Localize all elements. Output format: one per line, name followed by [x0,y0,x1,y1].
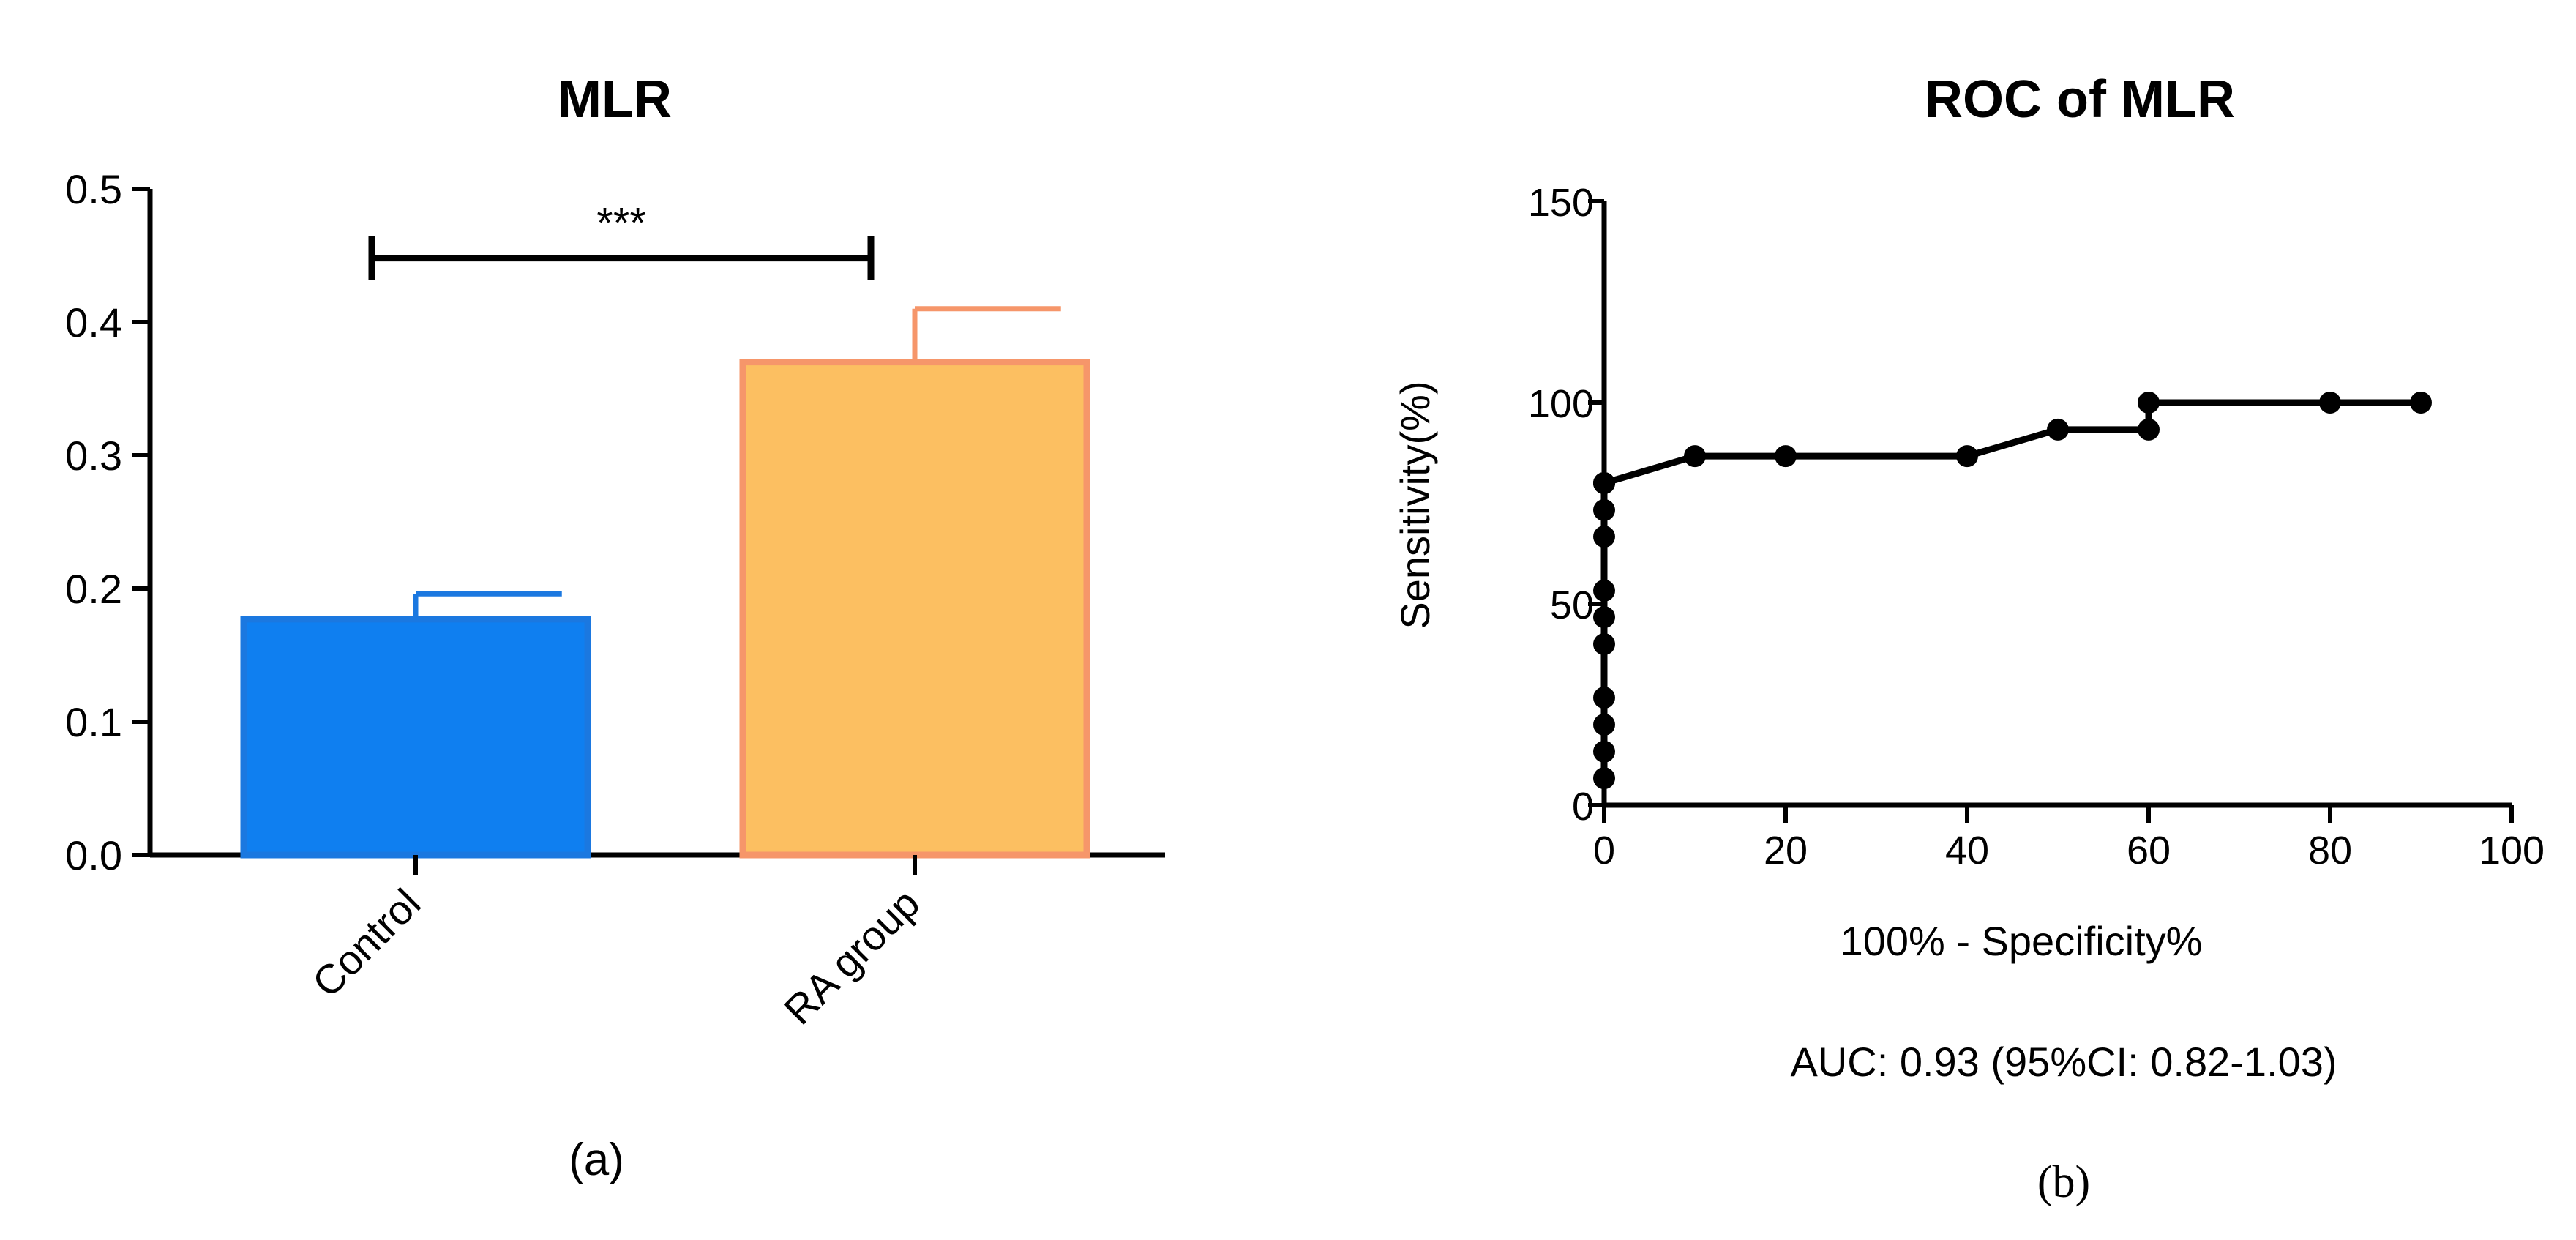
roc-point [2138,418,2160,441]
significance-bracket: *** [368,200,875,280]
roc-curve [1593,392,2432,790]
roc-chart-axes: 0 50 100 150 0 20 40 60 80 100 [1528,181,2545,873]
bar-chart-x-axis: Control RA group [303,855,928,1034]
roc-x-tick-label: 60 [2127,829,2171,873]
bar-y-tick-label: 0.2 [65,566,122,612]
roc-y-tick-label: 50 [1550,583,1594,627]
roc-point [1593,526,1615,548]
roc-y-tick-label: 0 [1572,785,1594,829]
bar [739,359,1090,859]
roc-point [1593,633,1615,655]
panel-label-a: (a) [569,1135,624,1185]
roc-point [1593,687,1615,709]
bar [240,616,591,859]
roc-point [1593,767,1615,790]
roc-x-tick-label: 40 [1945,829,1989,873]
roc-line [1600,399,2421,779]
roc-point [1593,498,1615,521]
roc-point [2319,392,2341,414]
bar-y-tick-label: 0.1 [65,699,122,745]
roc-point [1593,579,1615,602]
roc-point [1956,445,1978,468]
roc-x-tick-label: 80 [2308,829,2352,873]
bar-chart-bars [240,306,1090,859]
roc-x-tick-label: 100 [2479,829,2545,873]
bar-category-label: RA group [775,880,929,1034]
roc-point [1593,606,1615,629]
roc-point [1593,714,1615,736]
roc-x-tick-label: 0 [1593,829,1615,873]
bar-y-tick-label: 0.3 [65,433,122,479]
roc-y-tick-label: 150 [1528,181,1594,225]
roc-point [1593,472,1615,494]
roc-y-axis-label: Sensitivity(%) [1392,381,1438,629]
roc-chart-panel: ROC of MLR 0 50 100 150 0 20 40 60 80 100 100% - … [1392,70,2545,1207]
significance-label: *** [596,200,646,247]
bar-y-tick-label: 0.5 [65,166,122,212]
roc-chart-title: ROC of MLR [1925,70,2235,129]
roc-point [1775,445,1797,468]
roc-point [2410,392,2432,414]
roc-y-tick-label: 100 [1528,382,1594,426]
auc-annotation: AUC: 0.93 (95%CI: 0.82-1.03) [1790,1039,2337,1085]
roc-point [2138,392,2160,414]
panel-label-b: (b) [2037,1157,2090,1207]
bar-chart-title: MLR [558,70,672,129]
bar-chart-panel: MLR 0.0 0.1 0.2 0.3 0.4 0.5 Control RA group *… [65,70,1165,1185]
roc-x-axis-label: 100% - Specificity% [1841,918,2203,964]
bar-y-tick-label: 0.0 [65,832,122,878]
roc-point [1593,740,1615,763]
bar-category-label: Control [303,880,429,1006]
roc-point [1684,445,1706,468]
roc-point [2047,418,2069,441]
bar-y-tick-label: 0.4 [65,299,122,346]
roc-x-tick-label: 20 [1764,829,1808,873]
